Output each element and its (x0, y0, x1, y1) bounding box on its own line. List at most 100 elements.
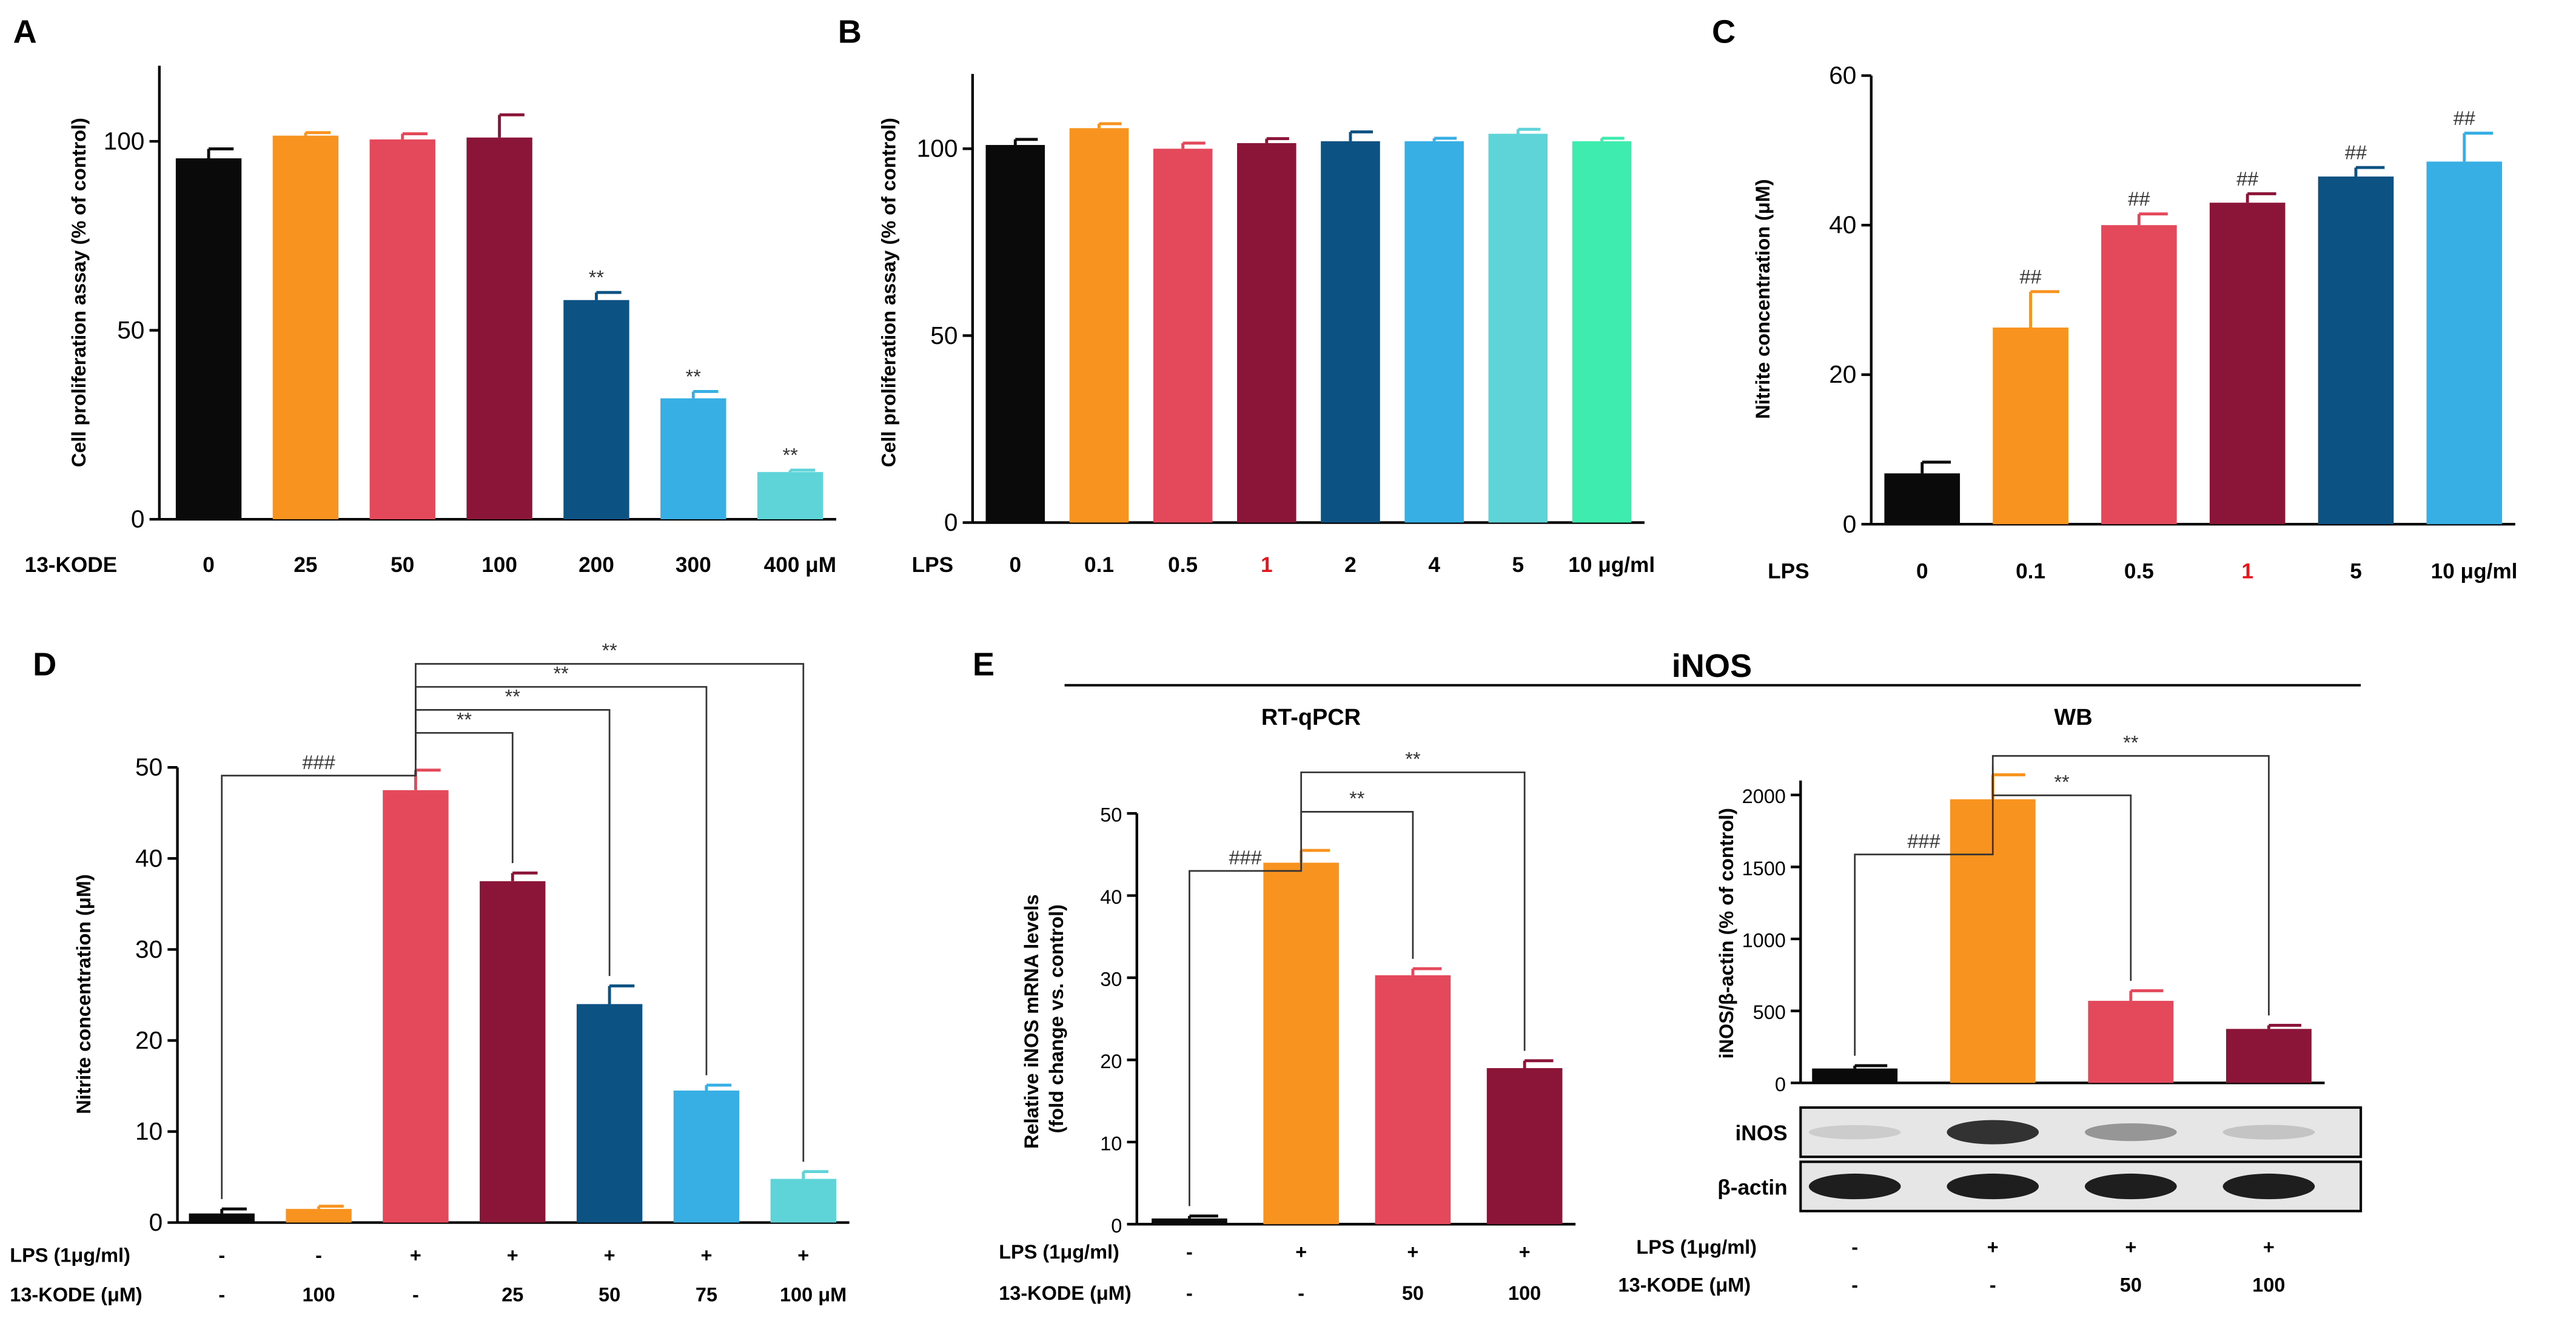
blot-band (1947, 1173, 2039, 1200)
bar-c (1993, 328, 2068, 525)
x-tick-label-b: 4 (1428, 553, 1440, 577)
y-tick-label-e2: 0 (1775, 1074, 1786, 1095)
row-label-b: LPS (912, 553, 953, 577)
x-tick-label-a: 400 μM (764, 553, 836, 577)
condition-label-e2: - (1990, 1274, 1996, 1296)
y-tick-label-a: 100 (104, 127, 145, 155)
comparison-bracket-d (415, 686, 708, 1075)
bar-c (2209, 203, 2286, 525)
row-label-e2-kode: 13-KODE (μM) (1618, 1274, 1751, 1296)
comparison-bracket-e1 (1189, 840, 1303, 1206)
y-axis-label-e1-line2: (fold change vs. control) (1045, 904, 1067, 1133)
x-tick-label-b: 5 (1512, 553, 1524, 577)
comparison-bracket-e1 (1300, 771, 1526, 1051)
significance-label-c: ## (2454, 107, 2475, 129)
panel-b: B Cell proliferation assay (% of control… (838, 13, 1655, 576)
significance-label-c: ## (2128, 188, 2150, 210)
y-tick-label-e2: 1500 (1742, 858, 1786, 879)
blot-band (1808, 1125, 1901, 1140)
y-tick-label-a: 50 (117, 316, 144, 344)
rt-qpcr-title: RT-qPCR (1261, 705, 1361, 730)
x-tick-label-c: 0 (1916, 560, 1928, 583)
condition-label-e2: + (1987, 1236, 1999, 1258)
bracket-label-e1: ** (1349, 788, 1365, 810)
x-tick-label-c: 0.5 (2124, 560, 2154, 583)
y-axis-label-a: Cell proliferation assay (% of control) (68, 118, 90, 467)
comparison-bracket-e2 (1991, 765, 2132, 981)
y-tick-label-e1: 0 (1111, 1215, 1122, 1237)
condition-label-e2: 50 (2120, 1274, 2142, 1296)
panel-c: C Nitrite concentration (μM) LPS 0 20 40 60… (1712, 13, 2517, 583)
y-tick-label-b: 100 (917, 135, 958, 163)
bar-e1 (1263, 863, 1339, 1225)
bracket-label-d: ** (602, 640, 617, 662)
y-tick-label-d: 30 (135, 935, 163, 963)
plot-e2: 0 500 1000 1500 2000 - + + + - - 50 100 ### ** ** (1742, 731, 2325, 1296)
bar-c (2101, 225, 2177, 525)
condition-label-d: - (218, 1284, 225, 1306)
y-tick-label-e2: 1000 (1742, 930, 1786, 952)
bar-e2 (2225, 1029, 2312, 1083)
condition-label-d: + (604, 1245, 615, 1266)
condition-label-d: + (410, 1245, 421, 1266)
blot-band (2084, 1173, 2177, 1200)
x-tick-label-c: 1 (2241, 560, 2253, 583)
y-tick-label-e2: 2000 (1742, 785, 1786, 807)
plot-d: 0 10 20 30 40 50 - - + + + + + - 100 - 25 50 75 100 μM ### **… (135, 640, 850, 1306)
x-tick-label-c: 0.1 (2016, 560, 2045, 583)
western-blots: iNOS β-actin (1717, 1106, 2363, 1212)
bar-a (563, 300, 629, 520)
comparison-bracket-e2 (1991, 755, 2270, 1016)
condition-label-e1: + (1295, 1241, 1307, 1263)
condition-label-e1: + (1407, 1241, 1418, 1263)
comparison-bracket-d (221, 760, 417, 1199)
bar-e2 (1812, 1068, 1898, 1083)
x-tick-label-b: 10 μg/ml (1568, 553, 1655, 577)
x-tick-label-b: 0.1 (1084, 553, 1114, 577)
x-tick-label-a: 25 (293, 553, 317, 577)
bracket-label-d: ** (554, 663, 569, 685)
condition-label-d: 100 μM (780, 1284, 847, 1306)
bar-c (2426, 161, 2503, 525)
x-tick-label-b: 0 (1009, 553, 1021, 577)
condition-label-d: + (507, 1245, 518, 1266)
blot-band (1808, 1173, 1901, 1200)
condition-label-d: 100 (302, 1284, 335, 1306)
condition-label-e1: - (1186, 1241, 1193, 1263)
panel-e: E iNOS RT-qPCR WB Relative iNOS mRNA lev… (973, 646, 2363, 1304)
condition-label-e1: 50 (1402, 1282, 1424, 1304)
condition-label-e2: 100 (2252, 1274, 2285, 1296)
condition-label-e2: - (1851, 1236, 1858, 1258)
y-tick-label-e1: 30 (1100, 969, 1122, 990)
bracket-label-e2: ** (2054, 771, 2070, 793)
bar-b (1237, 143, 1296, 523)
bracket-label-e1: ** (1405, 748, 1421, 770)
x-tick-label-a: 300 (676, 553, 711, 577)
bar-b (1572, 141, 1632, 523)
comparison-bracket-d (415, 663, 805, 1162)
y-axis-label-e2: iNOS/β-actin (% of control) (1716, 808, 1737, 1058)
y-tick-label-a: 0 (131, 505, 145, 533)
significance-label-a: ** (589, 267, 605, 289)
bracket-label-d: ### (302, 752, 335, 773)
blot-label: β-actin (1717, 1176, 1787, 1200)
bar-d (576, 1004, 643, 1223)
blot-band (2084, 1123, 2177, 1142)
bar-d (673, 1091, 740, 1223)
bar-b (1069, 128, 1129, 523)
panel-label-c: C (1712, 13, 1736, 50)
panel-a: A Cell proliferation assay (% of control… (13, 13, 836, 576)
x-tick-label-a: 100 (481, 553, 517, 577)
y-tick-label-e1: 40 (1100, 886, 1122, 908)
bar-d (189, 1213, 255, 1223)
y-tick-label-d: 10 (135, 1117, 163, 1145)
y-tick-label-c: 40 (1829, 211, 1856, 239)
plot-a: 0 50 100 ** ** ** 0 25 50 100 200 300 400 μM (104, 66, 836, 577)
y-axis-label-e1: Relative iNOS mRNA levels (fold change v… (1021, 889, 1067, 1149)
condition-label-d: 50 (599, 1284, 620, 1306)
condition-label-e2: + (2125, 1236, 2136, 1258)
row-label-a: 13-KODE (25, 553, 118, 577)
bar-c (1884, 473, 1961, 525)
bar-d (286, 1209, 352, 1223)
y-tick-label-b: 50 (930, 321, 958, 349)
